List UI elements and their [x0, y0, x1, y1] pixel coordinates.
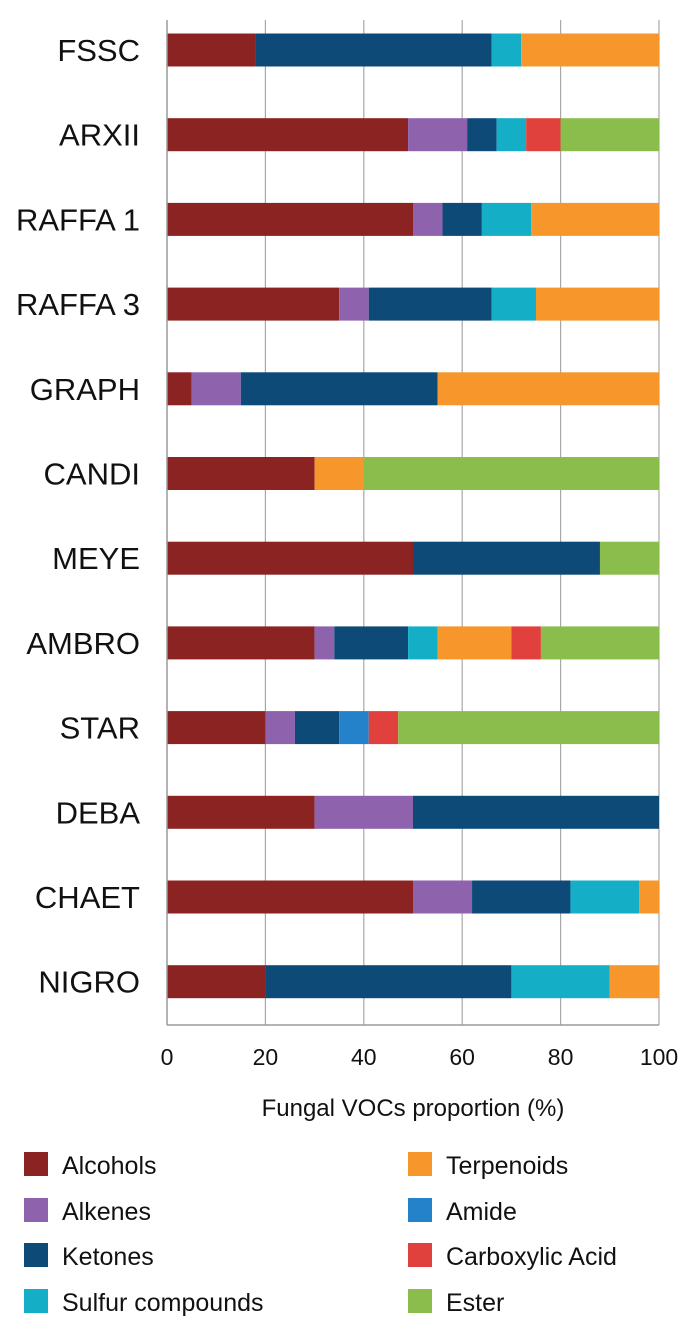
legend-swatch	[408, 1289, 432, 1313]
bar-segment-alcohols	[167, 33, 256, 67]
x-tick-label: 20	[253, 1044, 279, 1070]
bar-segment-alkenes	[265, 711, 295, 745]
bar-segment-alcohols	[167, 202, 413, 236]
bar-segment-ketones	[467, 118, 497, 152]
bar-segment-sulfur-compounds	[491, 33, 522, 67]
bars	[167, 33, 659, 999]
grid-lines	[264, 20, 660, 1025]
category-labels: FSSC ARXII RAFFA 1 RAFFA 3 GRAPH CANDI MEYE AMB…	[16, 33, 140, 1000]
bar-segment-alcohols	[167, 711, 266, 745]
legend-label: Ketones	[62, 1243, 154, 1271]
legend-swatch	[24, 1243, 48, 1267]
legend-label: Alcohols	[62, 1152, 157, 1180]
bar-segment-ketones	[413, 541, 600, 575]
legend: Alcohols Terpenoids Alkenes Amide Ketones Car…	[24, 1152, 617, 1317]
legend-swatch	[24, 1289, 48, 1313]
legend-label: Ester	[446, 1289, 504, 1317]
x-tick-label: 80	[548, 1044, 574, 1070]
bar-segment-alkenes	[413, 202, 443, 236]
bar-segment-alkenes	[191, 372, 241, 406]
bar-segment-terpenoids	[437, 372, 659, 406]
bar-segment-ester	[560, 118, 659, 152]
category-label: AMBRO	[26, 626, 140, 661]
category-label: MEYE	[52, 541, 140, 576]
legend-label: Alkenes	[62, 1198, 151, 1226]
category-label: RAFFA 3	[16, 287, 140, 322]
legend-swatch	[408, 1243, 432, 1267]
legend-label: Amide	[446, 1198, 517, 1226]
bar-segment-amide	[339, 711, 369, 745]
x-tick-label: 100	[640, 1044, 678, 1070]
category-label: ARXII	[59, 118, 140, 153]
category-label: DEBA	[56, 795, 141, 830]
bar-segment-ester	[540, 626, 659, 660]
bar-segment-ketones	[334, 626, 409, 660]
bar-segment-alcohols	[167, 372, 192, 406]
axes	[166, 20, 659, 1026]
bar-segment-alcohols	[167, 965, 266, 999]
bar-segment-ketones	[240, 372, 438, 406]
bar-segment-ester	[363, 457, 659, 490]
bar-segment-carboxylic-acid	[526, 118, 561, 152]
bar-segment-sulfur-compounds	[496, 118, 527, 152]
bar-segment-terpenoids	[639, 880, 659, 914]
bar-segment-terpenoids	[314, 457, 364, 490]
bar-segment-sulfur-compounds	[511, 965, 610, 999]
bar-segment-ketones	[368, 287, 492, 321]
bar-segment-alcohols	[167, 118, 409, 152]
category-label: STAR	[60, 711, 140, 746]
category-label: NIGRO	[38, 965, 140, 1000]
bar-segment-ketones	[472, 880, 571, 914]
bar-segment-alkenes	[413, 880, 473, 914]
bar-segment-ketones	[442, 202, 482, 236]
bar-segment-carboxylic-acid	[368, 711, 399, 745]
category-label: CANDI	[44, 457, 140, 492]
bar-segment-alcohols	[167, 457, 315, 490]
legend-swatch	[408, 1198, 432, 1222]
legend-label: Carboxylic Acid	[446, 1243, 617, 1271]
bar-segment-alkenes	[314, 795, 413, 829]
legend-swatch	[408, 1152, 432, 1176]
legend-swatch	[24, 1152, 48, 1176]
bar-segment-terpenoids	[536, 287, 659, 321]
bar-segment-ketones	[265, 965, 512, 999]
bar-segment-carboxylic-acid	[511, 626, 541, 660]
category-label: RAFFA 1	[16, 202, 140, 237]
x-tick-label: 0	[161, 1044, 174, 1070]
bar-segment-ester	[599, 541, 659, 575]
bar-segment-alcohols	[167, 287, 340, 321]
bar-segment-terpenoids	[609, 965, 659, 999]
bar-segment-ester	[398, 711, 659, 745]
bar-segment-alcohols	[167, 880, 413, 914]
bar-segment-alcohols	[167, 626, 315, 660]
category-label: CHAET	[35, 880, 140, 915]
bar-segment-ketones	[294, 711, 340, 745]
bar-segment-alkenes	[314, 626, 335, 660]
x-tick-labels: 0 20 40 60 80 100	[161, 1044, 679, 1070]
bar-segment-sulfur-compounds	[408, 626, 438, 660]
bar-segment-terpenoids	[437, 626, 512, 660]
bar-segment-sulfur-compounds	[481, 202, 532, 236]
legend-label: Terpenoids	[446, 1152, 568, 1180]
legend-label: Sulfur compounds	[62, 1289, 264, 1317]
bar-segment-sulfur-compounds	[570, 880, 640, 914]
x-tick-label: 40	[351, 1044, 377, 1070]
bar-segment-sulfur-compounds	[491, 287, 536, 321]
bar-segment-terpenoids	[531, 202, 659, 236]
bar-segment-alcohols	[167, 541, 413, 575]
category-label: GRAPH	[30, 372, 140, 407]
bar-segment-alcohols	[167, 795, 315, 829]
legend-swatch	[24, 1198, 48, 1222]
bar-segment-alkenes	[408, 118, 468, 152]
x-axis-title: Fungal VOCs proportion (%)	[262, 1095, 565, 1122]
x-tick-label: 60	[449, 1044, 475, 1070]
category-label: FSSC	[57, 33, 140, 68]
bar-segment-ketones	[413, 795, 659, 829]
bar-segment-ketones	[255, 33, 492, 67]
bar-segment-alkenes	[339, 287, 369, 321]
bar-segment-terpenoids	[521, 33, 659, 67]
